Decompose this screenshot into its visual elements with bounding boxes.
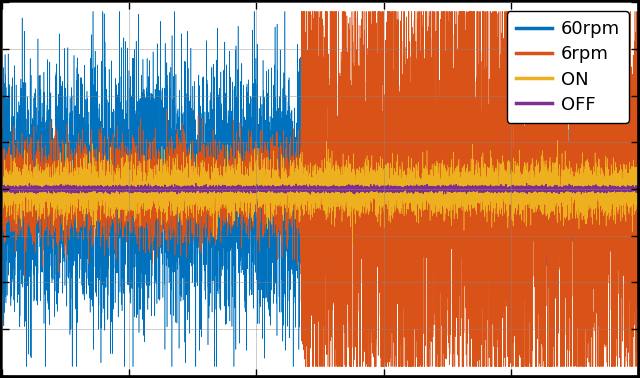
Line: 6rpm: 6rpm [2,11,638,367]
OFF [1,188,9,193]
OFF [309,187,317,192]
ON [348,240,356,245]
6rpm [600,60,608,65]
OFF [0,188,6,193]
60rpm [0,85,6,90]
ON [1,198,9,202]
6rpm [298,9,305,14]
OFF [307,192,314,196]
Line: OFF: OFF [2,183,638,194]
OFF [634,188,640,193]
ON [123,186,131,190]
6rpm [301,364,309,369]
60rpm [36,203,44,208]
ON [309,191,317,195]
6rpm [36,162,44,167]
OFF [600,184,608,189]
ON [0,198,6,202]
ON [36,200,44,204]
Line: ON: ON [2,141,638,243]
ON [634,184,640,188]
60rpm [22,364,30,369]
60rpm [600,156,608,161]
6rpm [24,182,32,187]
Line: 60rpm: 60rpm [2,11,638,367]
6rpm [0,190,6,195]
60rpm [24,136,32,141]
Legend: 60rpm, 6rpm, ON, OFF: 60rpm, 6rpm, ON, OFF [507,11,629,123]
60rpm [89,9,97,14]
6rpm [309,205,317,210]
60rpm [123,175,131,180]
60rpm [634,221,640,226]
OFF [123,186,131,191]
ON [600,194,608,198]
OFF [523,181,531,186]
6rpm [1,186,9,191]
ON [554,138,561,143]
60rpm [309,216,317,221]
OFF [24,188,32,193]
6rpm [634,226,640,231]
OFF [36,184,44,189]
6rpm [123,231,131,235]
60rpm [1,294,9,299]
ON [24,191,32,195]
